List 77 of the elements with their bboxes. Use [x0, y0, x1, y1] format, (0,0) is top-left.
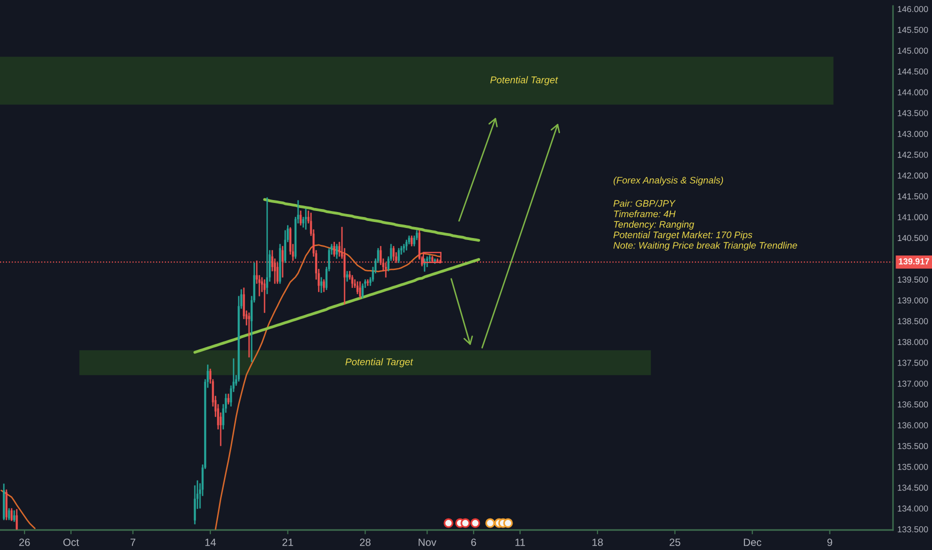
y-tick-label: 135.500 — [898, 443, 928, 450]
candlestick — [227, 394, 230, 404]
candlestick — [398, 248, 400, 263]
y-tick-label: 139.000 — [898, 297, 928, 304]
x-tick-label: 18 — [592, 538, 603, 546]
candlestick — [333, 242, 336, 257]
candlestick — [405, 240, 408, 250]
x-tick-label: 28 — [360, 538, 371, 546]
x-tick-label: 11 — [515, 538, 525, 546]
y-tick-label: 139.500 — [898, 276, 928, 283]
annotation: Timeframe: 4H — [614, 210, 676, 218]
y-tick-label: 137.000 — [898, 380, 928, 387]
candlestick — [356, 281, 358, 294]
x-tick-label: 25 — [670, 538, 680, 546]
candlestick — [264, 279, 266, 313]
candlestick — [13, 510, 16, 522]
candlestick — [351, 275, 354, 288]
x-tick-label: Dec — [744, 538, 762, 546]
x-tick-label: 6 — [471, 538, 476, 546]
y-tick-label: 146.000 — [898, 6, 928, 12]
x-tick-label: 9 — [827, 538, 832, 546]
y-tick-label: 136.500 — [898, 401, 928, 408]
y-tick-label: 144.000 — [898, 89, 928, 96]
y-tick-label: 135.000 — [898, 464, 928, 470]
y-tick-label: 142.000 — [898, 172, 928, 179]
candlestick — [300, 210, 302, 226]
candlestick — [366, 279, 369, 286]
candlestick — [346, 270, 348, 282]
y-tick-label: 140.500 — [898, 234, 928, 242]
x-tick-label: 7 — [130, 538, 136, 546]
candlestick — [2, 484, 5, 520]
x-tick-label: 14 — [205, 538, 216, 546]
y-tick-label: 143.000 — [898, 130, 928, 137]
y-tick-label: 133.500 — [898, 526, 928, 532]
line-series — [263, 198, 480, 242]
annotation: Potential Target Market: 170 Pips — [613, 231, 752, 240]
y-tick-label: 134.500 — [898, 484, 928, 491]
annotation: Note: Waiting Price break Triangle Trendline — [613, 242, 798, 251]
y-tick-label: 137.500 — [898, 360, 928, 366]
y-tick-label: 144.500 — [898, 68, 928, 75]
candlestick — [322, 279, 325, 292]
annotation: Tendency: Ranging — [614, 220, 694, 230]
ref-line-label: 139.917 — [898, 258, 930, 264]
candlestick — [5, 489, 8, 520]
candlestick — [336, 244, 338, 259]
y-tick-label: 141.500 — [898, 193, 928, 200]
annotation: Pair: GBP/JPY — [613, 200, 676, 207]
x-tick-label: Oct — [63, 538, 79, 546]
band-label: Potential Target — [345, 358, 414, 368]
candlestick — [362, 283, 364, 298]
y-tick-label: 145.500 — [898, 26, 928, 33]
candlestick — [16, 509, 18, 530]
annotation: (Forex Analysis & Signals) — [614, 176, 724, 186]
line-series — [193, 258, 480, 354]
y-tick-label: 142.500 — [898, 152, 928, 158]
x-tick-label: Nov — [418, 538, 436, 546]
candlestick — [304, 208, 307, 230]
y-tick-label: 138.000 — [898, 338, 928, 346]
x-tick-label: 21 — [282, 538, 294, 546]
y-tick-label: 138.500 — [898, 318, 928, 324]
candlestick — [266, 197, 268, 294]
y-tick-label: 145.000 — [898, 48, 928, 54]
candlestick — [248, 312, 250, 358]
y-tick-label: 136.000 — [898, 422, 928, 428]
candlestick — [10, 508, 13, 521]
y-tick-label: 134.000 — [898, 505, 928, 512]
band-label: Potential Target — [490, 76, 558, 86]
candlestick — [279, 244, 282, 284]
y-tick-label: 143.500 — [898, 110, 928, 116]
y-tick-label: 141.000 — [898, 214, 928, 220]
candlestick — [8, 508, 10, 520]
x-tick-label: 26 — [19, 538, 30, 546]
candlestick — [402, 244, 405, 253]
candlestick — [392, 246, 395, 261]
candlestick — [359, 281, 362, 298]
candlestick — [320, 277, 322, 293]
candlestick — [410, 236, 413, 246]
